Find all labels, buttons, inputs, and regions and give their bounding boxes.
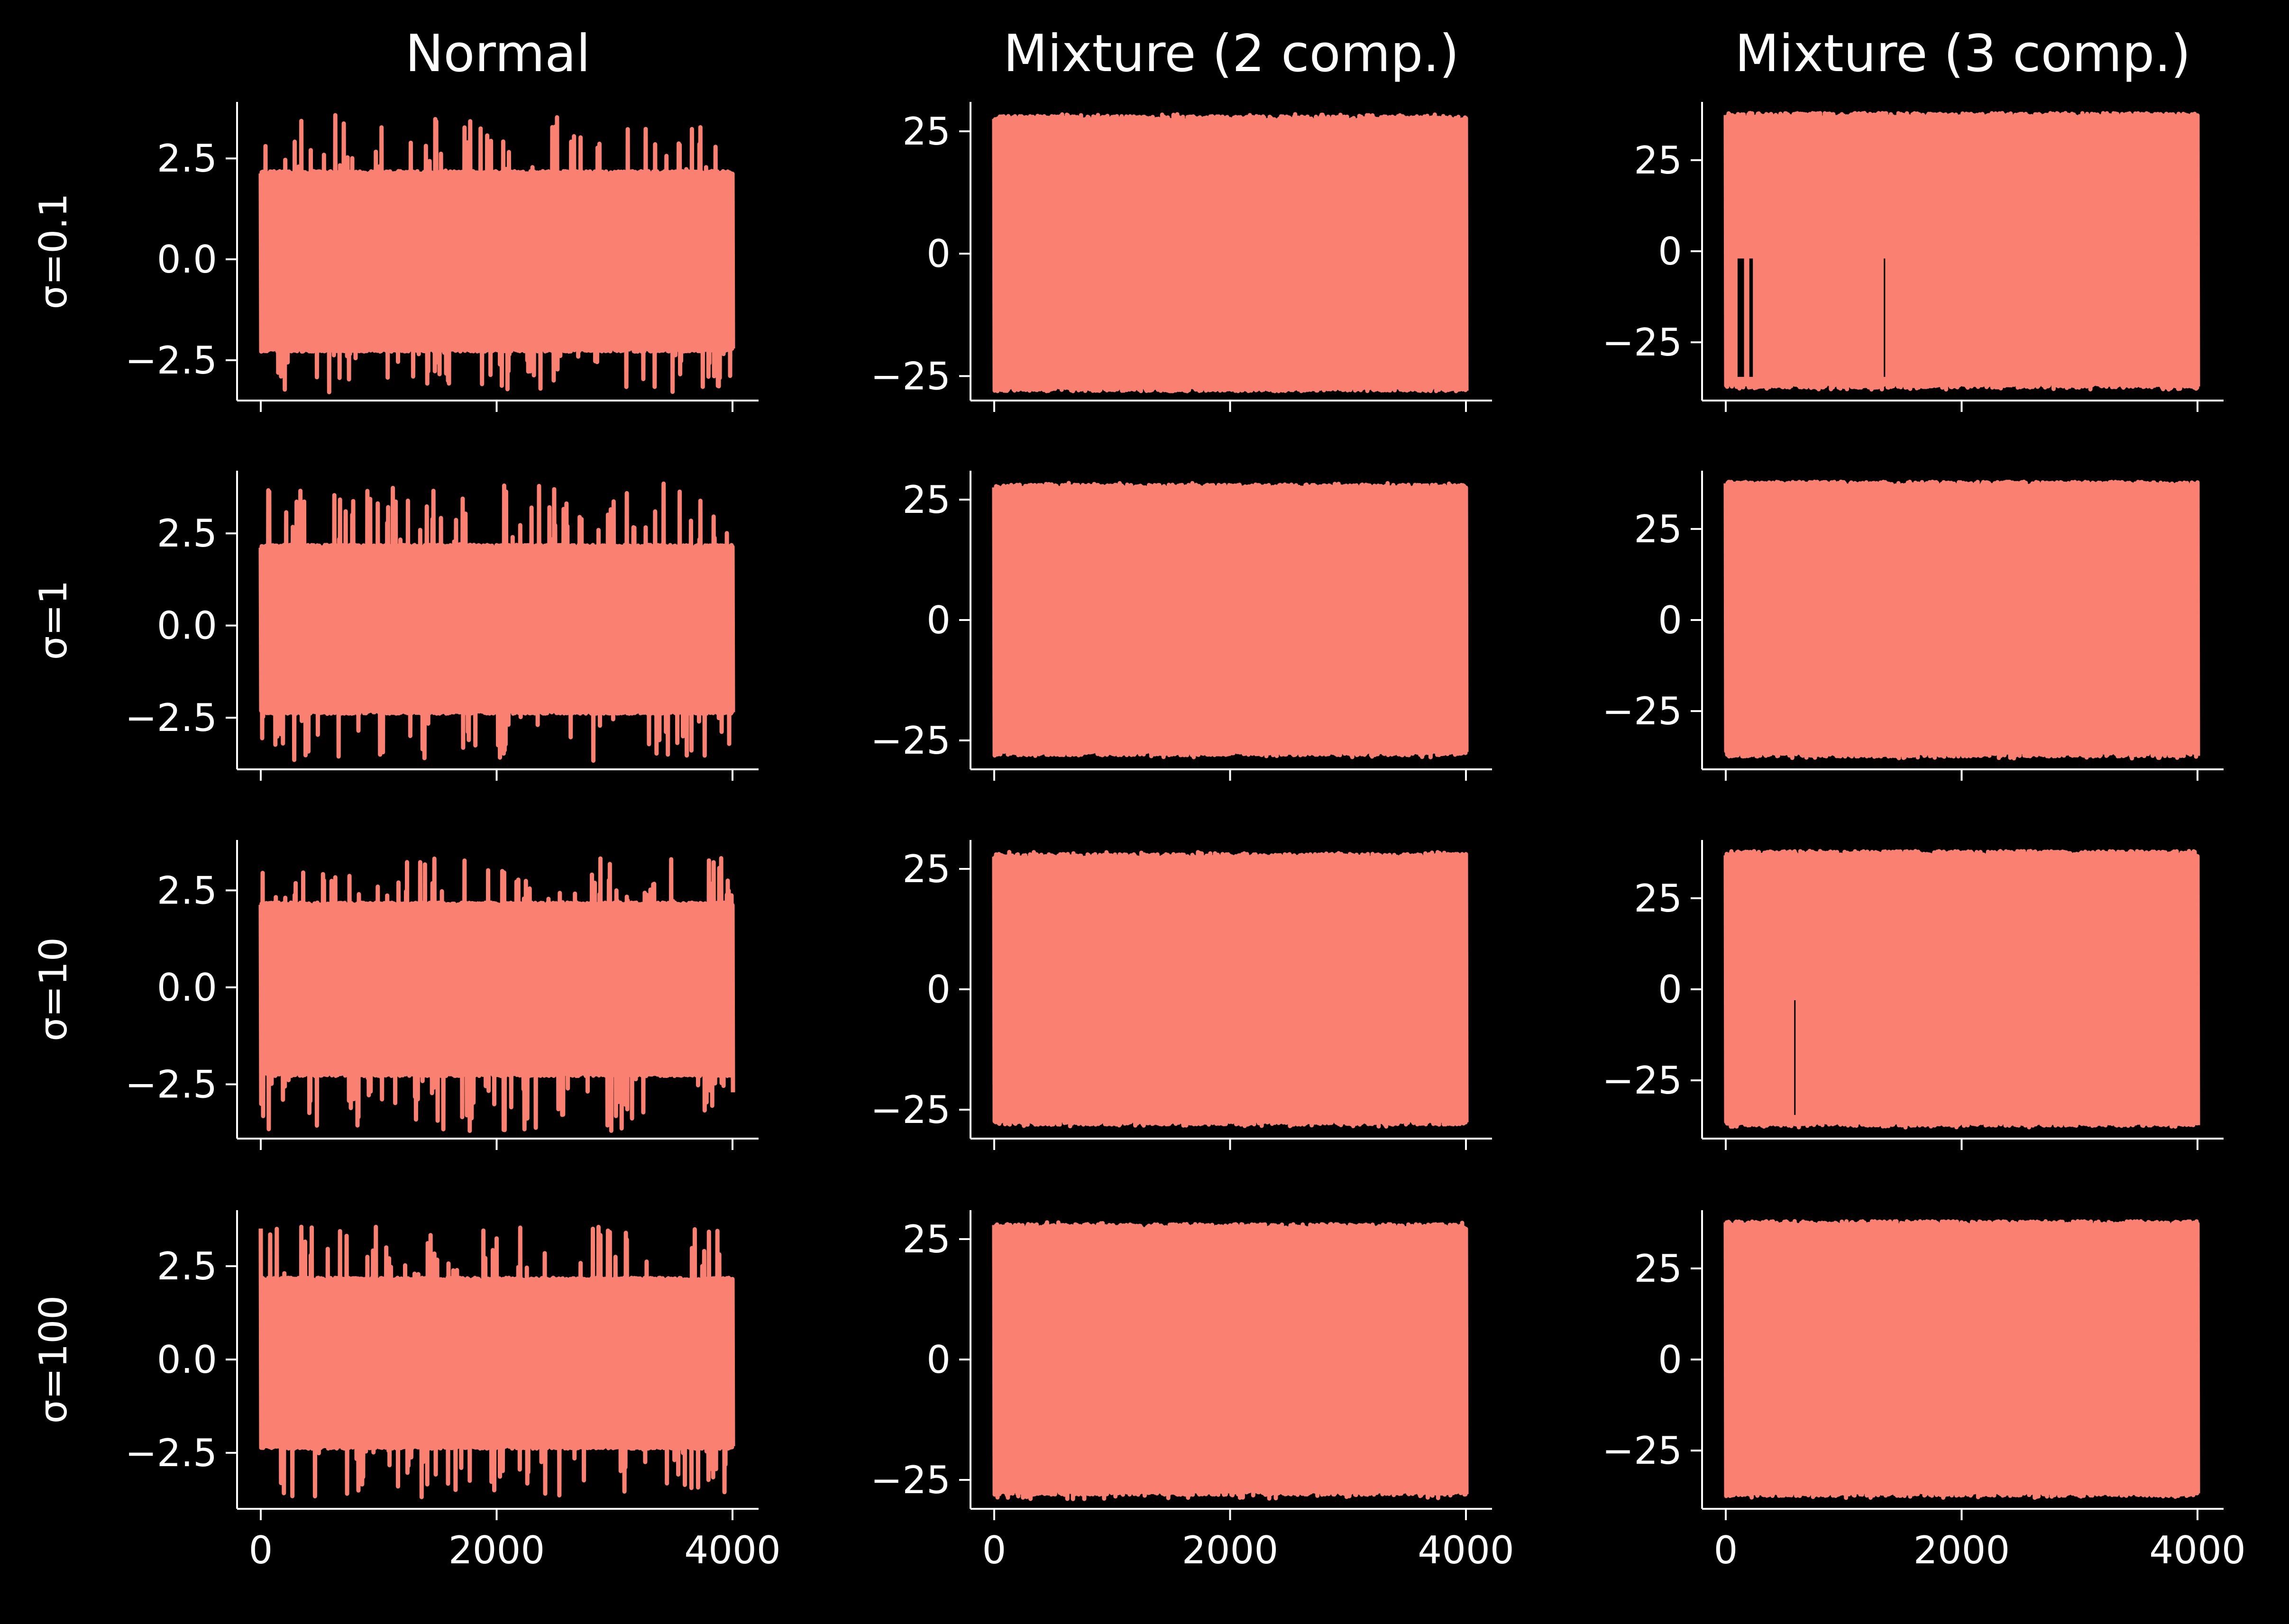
panel-r1-c2: −25 0 25	[870, 102, 1492, 412]
row-label: σ=1	[31, 580, 75, 660]
panel-r2-c3: −25 0 25	[1602, 471, 2224, 781]
panel-r2-c2: −25 0 25	[870, 471, 1492, 781]
y-tick-label: 25	[902, 1217, 951, 1261]
panel-r3-c3: −25 0 25	[1602, 840, 2224, 1150]
trace-band	[994, 1229, 1466, 1490]
panel-r4-c3: −25 0 25 0 2000 4000	[1602, 1210, 2246, 1572]
trace-band	[1726, 118, 2197, 383]
y-tick-label: 25	[1634, 138, 1682, 182]
y-tick-label: 25	[1634, 876, 1682, 921]
x-tick-label: 4000	[2149, 1528, 2246, 1572]
y-tick-label: −25	[870, 1088, 951, 1132]
trace-band	[1726, 487, 2197, 751]
y-tick-label: 0	[926, 967, 951, 1012]
row-label: σ=100	[31, 1296, 75, 1423]
y-tick-label: 25	[1634, 1247, 1682, 1291]
x-tick-label: 0	[249, 1528, 273, 1572]
y-tick-label: 25	[1634, 507, 1682, 551]
y-tick-label: −25	[1602, 320, 1682, 365]
y-tick-label: −25	[1602, 1429, 1682, 1473]
panel-r4-c2: −25 0 25 0 2000 4000	[870, 1210, 1514, 1572]
y-tick-label: 0	[1658, 1338, 1682, 1382]
y-tick-label: 2.5	[157, 137, 217, 181]
y-tick-label: 25	[902, 109, 951, 154]
y-tick-label: 0.0	[157, 604, 217, 648]
trace-band	[261, 906, 732, 1073]
y-tick-label: 2.5	[157, 511, 217, 556]
trace-band	[261, 174, 732, 348]
trace-band	[1726, 1226, 2197, 1491]
y-tick-label: 0	[926, 232, 951, 276]
y-tick-label: −25	[1602, 1058, 1682, 1103]
x-tick-label: 0	[982, 1528, 1007, 1572]
trace-gap	[1794, 1000, 1796, 1115]
y-tick-label: 0.0	[157, 966, 217, 1010]
x-tick-label: 0	[1714, 1528, 1738, 1572]
panel-r1-c1: −2.5 0.0 2.5	[125, 102, 759, 412]
panel-r2-c1: −2.5 0.0 2.5	[125, 471, 759, 781]
y-tick-label: 25	[902, 478, 951, 522]
y-tick-label: −25	[870, 1458, 951, 1502]
row-label: σ=10	[31, 937, 75, 1041]
row-label: σ=0.1	[31, 193, 75, 310]
column-title: Mixture (3 comp.)	[1735, 24, 2191, 83]
y-tick-label: −2.5	[125, 696, 217, 740]
panel-r1-c3: −25 0 25	[1602, 102, 2224, 412]
column-title: Mixture (2 comp.)	[1003, 24, 1459, 83]
trace-gap	[1737, 258, 1744, 377]
y-tick-label: 0	[1658, 967, 1682, 1012]
column-title: Normal	[405, 24, 591, 83]
y-tick-label: 0	[1658, 598, 1682, 642]
trace-band	[994, 121, 1466, 386]
trace-band	[1726, 856, 2197, 1121]
y-tick-label: 2.5	[157, 1244, 217, 1288]
y-tick-label: 0.0	[157, 1338, 217, 1382]
y-tick-label: −2.5	[125, 1062, 217, 1106]
panel-r4-c1: −2.5 0.0 2.5 0 2000 4000	[125, 1210, 781, 1572]
x-tick-label: 2000	[1914, 1528, 2010, 1572]
x-tick-label: 2000	[449, 1528, 545, 1572]
y-tick-label: 0	[926, 1338, 951, 1382]
trace-band	[261, 548, 732, 711]
y-tick-label: 2.5	[157, 868, 217, 912]
trace-band	[994, 490, 1466, 750]
y-tick-label: 25	[902, 847, 951, 891]
trace-band	[261, 1281, 732, 1446]
y-tick-label: −2.5	[125, 338, 217, 383]
x-tick-label: 4000	[1418, 1528, 1514, 1572]
y-tick-label: 0	[926, 598, 951, 642]
x-tick-label: 2000	[1182, 1528, 1279, 1572]
y-tick-label: −25	[1602, 689, 1682, 733]
y-tick-label: −25	[870, 354, 951, 398]
trace-gap	[1749, 258, 1753, 377]
trace-gap	[1884, 258, 1886, 377]
y-tick-label: −2.5	[125, 1431, 217, 1475]
y-tick-label: 0.0	[157, 237, 217, 282]
x-tick-label: 4000	[684, 1528, 781, 1572]
trace-band	[994, 859, 1466, 1120]
panel-r3-c1: −2.5 0.0 2.5	[125, 840, 759, 1150]
y-tick-label: 0	[1658, 229, 1682, 274]
y-tick-label: −25	[870, 719, 951, 763]
panel-r3-c2: −25 0 25	[870, 840, 1492, 1150]
